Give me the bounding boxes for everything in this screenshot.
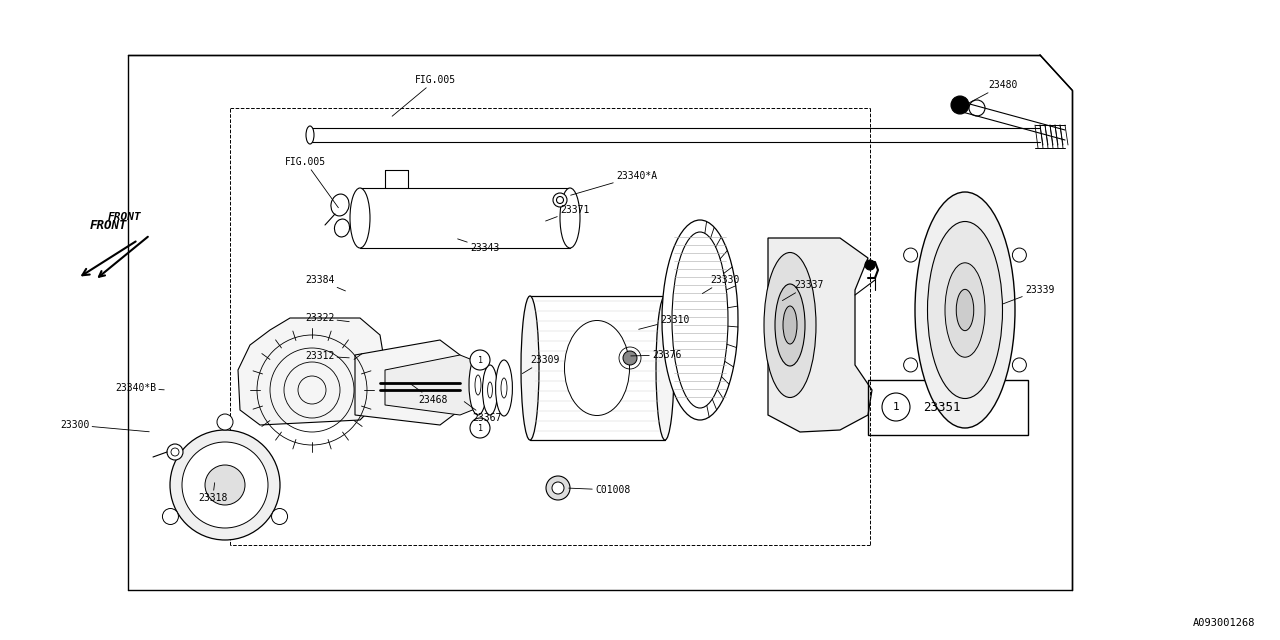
Ellipse shape [662,220,739,420]
Text: 23310: 23310 [639,315,690,330]
Ellipse shape [945,263,986,357]
Text: 23480: 23480 [968,80,1018,104]
Text: 23309: 23309 [522,355,559,374]
Circle shape [271,509,288,525]
Circle shape [552,482,564,494]
Text: 1: 1 [892,402,900,412]
Text: FRONT: FRONT [108,212,142,222]
Text: 23312: 23312 [305,351,349,361]
Ellipse shape [672,232,728,408]
Text: 1: 1 [477,355,483,365]
Text: 23351: 23351 [923,401,960,413]
Circle shape [951,96,969,114]
Polygon shape [768,238,872,432]
Text: 23330: 23330 [703,275,740,294]
Ellipse shape [915,192,1015,428]
Text: 23318: 23318 [198,483,228,503]
Text: FRONT: FRONT [90,219,127,232]
Ellipse shape [332,194,349,216]
Circle shape [205,465,244,505]
Text: 23468: 23468 [411,383,448,405]
Text: C01008: C01008 [568,485,630,495]
Circle shape [904,248,918,262]
Polygon shape [385,355,485,415]
Text: 1: 1 [477,424,483,433]
Text: FIG.005: FIG.005 [285,157,338,208]
Bar [868,380,1028,435]
Ellipse shape [306,126,314,144]
Circle shape [882,393,910,421]
Ellipse shape [774,284,805,366]
Circle shape [1012,248,1027,262]
Text: 23340*B: 23340*B [115,383,164,393]
Polygon shape [355,340,460,425]
Text: A093001268: A093001268 [1193,618,1254,628]
Circle shape [172,448,179,456]
Text: 23371: 23371 [545,205,589,221]
Ellipse shape [557,196,563,204]
Circle shape [182,442,268,528]
Circle shape [470,350,490,370]
Text: 23340*A: 23340*A [571,171,657,195]
Circle shape [547,476,570,500]
Ellipse shape [561,188,580,248]
Ellipse shape [349,188,370,248]
Circle shape [166,444,183,460]
Circle shape [218,414,233,430]
Circle shape [163,509,178,525]
Text: 23322: 23322 [305,313,349,323]
Circle shape [969,100,986,116]
Ellipse shape [334,219,349,237]
Ellipse shape [928,221,1002,399]
Circle shape [1012,358,1027,372]
Ellipse shape [553,193,567,207]
Ellipse shape [956,289,974,331]
Circle shape [470,418,490,438]
Circle shape [623,351,637,365]
Ellipse shape [500,378,507,398]
Circle shape [904,358,918,372]
Ellipse shape [495,360,512,416]
Text: 23339: 23339 [1002,285,1055,304]
Ellipse shape [564,321,630,415]
Text: FIG.005: FIG.005 [392,75,456,116]
Ellipse shape [764,253,817,397]
Polygon shape [238,318,385,425]
Text: 23343: 23343 [458,239,499,253]
Ellipse shape [483,365,498,415]
Text: 23337: 23337 [782,280,823,301]
Circle shape [865,260,876,270]
Ellipse shape [657,296,675,440]
Ellipse shape [521,296,539,440]
Text: 23376: 23376 [631,350,681,360]
Ellipse shape [488,382,493,398]
Ellipse shape [475,375,481,395]
Text: 23300: 23300 [60,420,150,432]
Ellipse shape [783,306,797,344]
Ellipse shape [468,355,486,415]
Text: 23367: 23367 [465,402,502,423]
Text: 23384: 23384 [305,275,346,291]
Circle shape [170,430,280,540]
